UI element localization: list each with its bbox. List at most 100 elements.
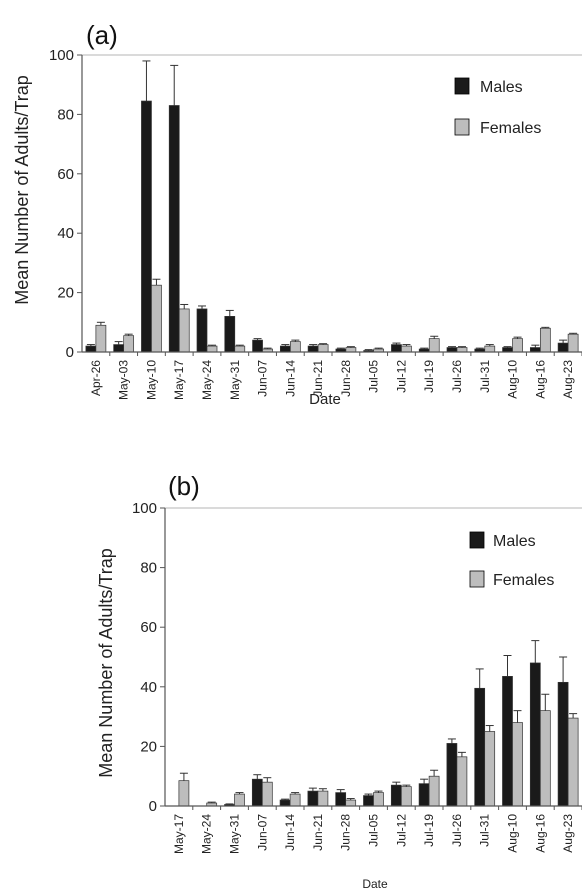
bar-males-Jul-05 xyxy=(363,795,374,807)
bar-males-Aug-16 xyxy=(529,347,541,353)
bar-females-Jul-31 xyxy=(484,345,496,353)
x-tick-label-Jul-12: Jul-12 xyxy=(394,360,408,393)
bar-females-Apr-26 xyxy=(95,324,107,353)
x-tick-label-Jul-31: Jul-31 xyxy=(478,360,492,393)
bar-males-Jul-12 xyxy=(391,344,402,353)
bar-males-Aug-10 xyxy=(502,676,513,807)
bar-females-Aug-23 xyxy=(567,333,579,353)
legend-label-females-b: Females xyxy=(493,572,554,589)
bar-males-Jul-26 xyxy=(446,347,458,353)
x-tick-label-Jul-12: Jul-12 xyxy=(394,814,408,847)
x-tick-label-Aug-10: Aug-10 xyxy=(506,360,520,399)
bar-males-Jun-28 xyxy=(335,792,347,807)
bar-males-May-17 xyxy=(168,105,180,353)
x-tick-label-Jun-14: Jun-14 xyxy=(283,814,297,851)
bar-females-Aug-10 xyxy=(512,338,523,353)
bar-females-Jun-14 xyxy=(289,793,301,807)
bar-females-Jul-05 xyxy=(373,792,384,807)
x-tick-label-May-31: May-31 xyxy=(228,814,242,854)
x-tick-label-Jul-05: Jul-05 xyxy=(367,814,381,847)
y-axis-ticks-a: 0 20 40 60 80 100 xyxy=(49,47,582,361)
legend-swatch-females-a xyxy=(454,118,470,136)
x-tick-label-Jul-05: Jul-05 xyxy=(367,360,381,393)
bar-males-May-24 xyxy=(196,308,208,353)
x-tick-label-Jul-19: Jul-19 xyxy=(422,360,436,393)
bar-males-Jun-07 xyxy=(251,778,263,807)
bar-females-Jul-26 xyxy=(456,347,468,353)
x-tick-label-Aug-16: Aug-16 xyxy=(533,360,547,399)
bar-females-Aug-10 xyxy=(512,722,523,807)
x-tick-label-May-17: May-17 xyxy=(172,360,186,400)
bar-females-Jul-12 xyxy=(400,786,412,807)
x-tick-label-Aug-16: Aug-16 xyxy=(533,814,547,853)
y-tick-label: 0 xyxy=(149,798,157,815)
x-axis-ticks-a: Apr-26 May-03 May-10 May-17 May-24 May-31 Jun-… xyxy=(82,351,582,400)
x-tick-label-Jun-21: Jun-21 xyxy=(311,360,325,397)
bar-females-Jul-26 xyxy=(456,756,468,807)
x-tick-label-May-03: May-03 xyxy=(117,360,131,400)
x-axis-ticks-b: May-17 May-24 May-31 Jun-07 Jun-14 Jun-21 Jun-… xyxy=(165,805,582,854)
legend-label-males-a: Males xyxy=(480,79,523,96)
x-tick-label-May-17: May-17 xyxy=(172,814,186,854)
legend-b: Males Females xyxy=(469,531,554,589)
legend-swatch-males-a xyxy=(454,77,470,95)
y-axis-title-b: Mean Number of Adults/Trap xyxy=(96,548,116,777)
x-tick-label-Aug-10: Aug-10 xyxy=(506,814,520,853)
panel-label-b: (b) xyxy=(168,471,200,501)
bar-females-Jul-12 xyxy=(401,345,412,353)
x-axis-title-a: Date xyxy=(309,391,341,408)
x-tick-label-Jun-28: Jun-28 xyxy=(339,814,353,851)
x-axis-title-b: Date xyxy=(362,877,388,891)
x-tick-label-Jun-14: Jun-14 xyxy=(283,360,297,397)
y-axis-title-a: Mean Number of Adults/Trap xyxy=(12,75,32,304)
bar-males-Jul-26 xyxy=(446,743,458,807)
x-tick-label-Aug-23: Aug-23 xyxy=(561,814,575,853)
y-tick-label: 40 xyxy=(140,679,157,696)
bar-females-May-24 xyxy=(206,345,218,353)
y-tick-label: 20 xyxy=(57,285,74,302)
bar-females-Aug-23 xyxy=(567,717,579,807)
y-tick-label: 60 xyxy=(140,619,157,636)
legend-swatch-females-b xyxy=(469,570,485,588)
chart-panel-b: (b) Mean Number of Adults/Trap Date 0 20 4… xyxy=(96,471,582,891)
legend-a: Males Females xyxy=(454,77,541,137)
bar-females-Jul-19 xyxy=(428,338,440,353)
bars-a xyxy=(85,60,579,353)
x-tick-label-Aug-23: Aug-23 xyxy=(561,360,575,399)
x-tick-label-Jul-26: Jul-26 xyxy=(450,814,464,847)
y-tick-label: 100 xyxy=(49,47,74,64)
bar-females-Jun-21 xyxy=(317,790,329,807)
y-tick-label: 40 xyxy=(57,225,74,242)
bar-females-May-31 xyxy=(234,793,245,807)
bar-males-May-03 xyxy=(113,344,125,353)
x-tick-label-May-31: May-31 xyxy=(228,360,242,400)
bar-females-Aug-16 xyxy=(539,710,551,807)
bar-males-Jul-19 xyxy=(418,783,430,807)
bar-females-May-10 xyxy=(151,284,162,353)
bar-females-Jun-21 xyxy=(317,344,329,353)
bar-females-Jun-28 xyxy=(345,347,357,353)
bar-males-May-31 xyxy=(224,316,236,353)
legend-swatch-males-b xyxy=(469,531,485,549)
y-tick-label: 60 xyxy=(57,166,74,183)
y-tick-label: 0 xyxy=(66,344,74,361)
panel-label-a: (a) xyxy=(86,20,118,50)
x-tick-label-May-10: May-10 xyxy=(144,360,158,400)
x-tick-label-Jul-19: Jul-19 xyxy=(422,814,436,847)
bar-females-May-03 xyxy=(123,335,135,353)
bar-males-May-10 xyxy=(141,100,152,353)
bar-males-Aug-16 xyxy=(529,662,541,807)
bar-females-May-31 xyxy=(234,345,246,353)
bar-males-Jun-07 xyxy=(252,339,263,353)
y-tick-label: 100 xyxy=(132,500,157,517)
bar-males-Jun-21 xyxy=(307,345,319,353)
bar-males-Jul-12 xyxy=(390,784,402,807)
x-tick-label-Jul-26: Jul-26 xyxy=(450,360,464,393)
x-tick-label-May-24: May-24 xyxy=(200,360,214,400)
bar-females-Jul-31 xyxy=(484,731,496,807)
x-tick-label-Jun-21: Jun-21 xyxy=(311,814,325,851)
bar-females-Jul-19 xyxy=(428,775,440,807)
y-axis-ticks-b: 0 20 40 60 80 100 xyxy=(132,500,582,815)
bar-males-Aug-23 xyxy=(557,342,569,353)
